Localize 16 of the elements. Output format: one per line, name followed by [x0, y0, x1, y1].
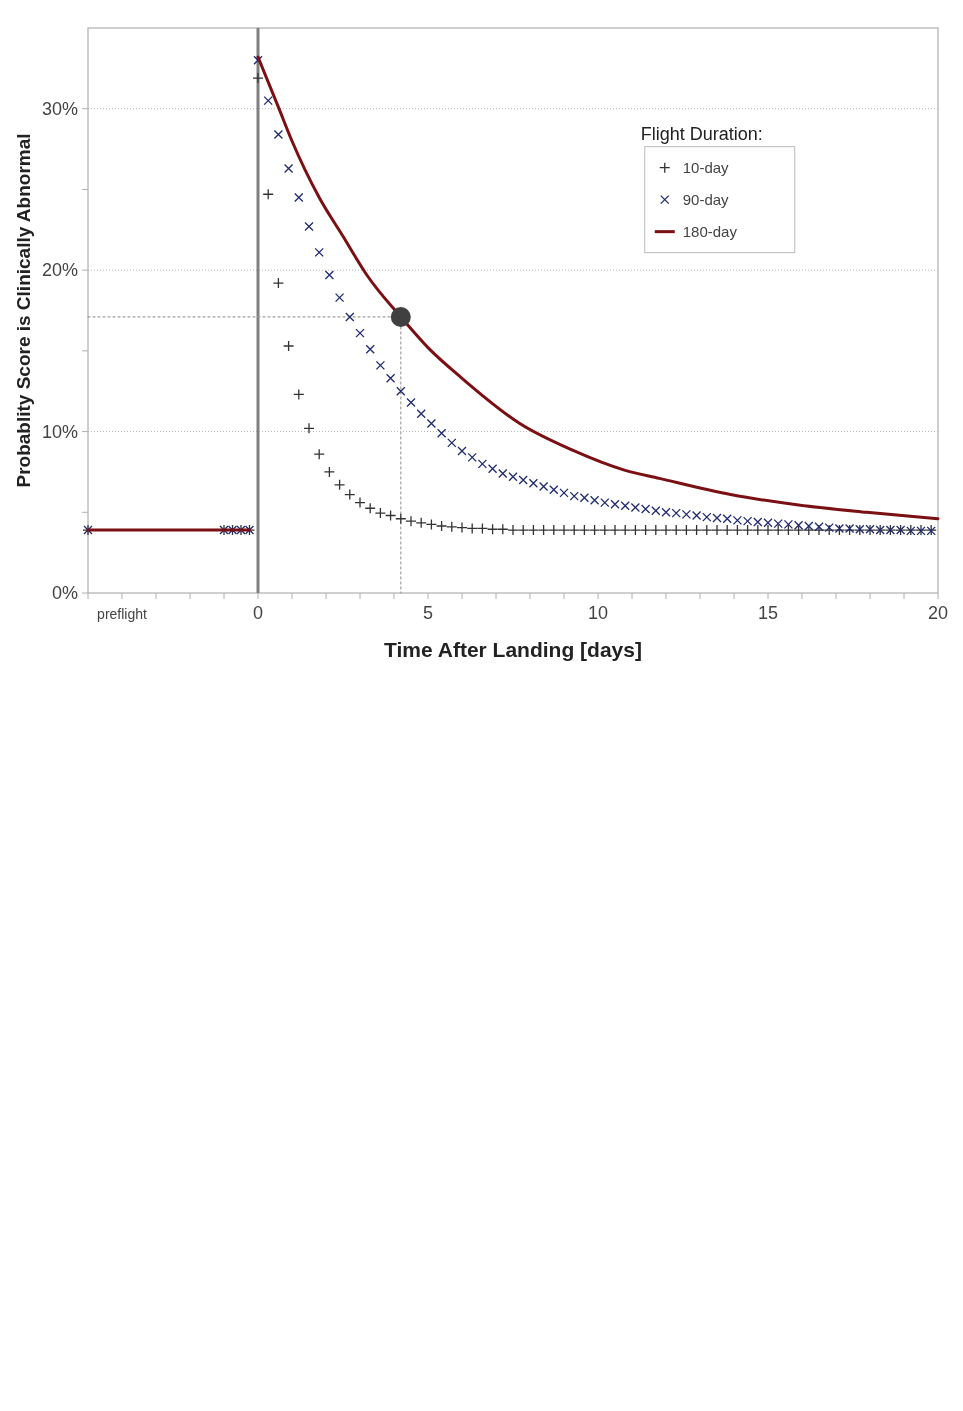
y-tick-label: 30%	[41, 99, 78, 120]
x-tick-label: preflight	[97, 606, 148, 622]
y-tick-label: 10%	[41, 421, 78, 442]
x-axis-title: Time After Landing [days]	[384, 638, 642, 661]
y-tick-label: 20%	[41, 260, 78, 281]
legend-label: 180-day	[682, 222, 738, 240]
x-tick-label: 15	[757, 603, 779, 623]
x-tick-label: 5	[422, 603, 434, 623]
legend-label: 90-day	[682, 190, 730, 208]
y-tick-label: 0%	[51, 583, 78, 604]
x-tick-label: 10	[587, 603, 609, 623]
y-axis-title: Probablity Score is Clinically Abnormal	[13, 133, 34, 488]
x-tick-label: 20	[927, 603, 949, 623]
legend-label: 10-day	[682, 158, 730, 176]
legend-title: Flight Duration:	[640, 123, 763, 144]
x-tick-label: 0	[252, 603, 264, 623]
